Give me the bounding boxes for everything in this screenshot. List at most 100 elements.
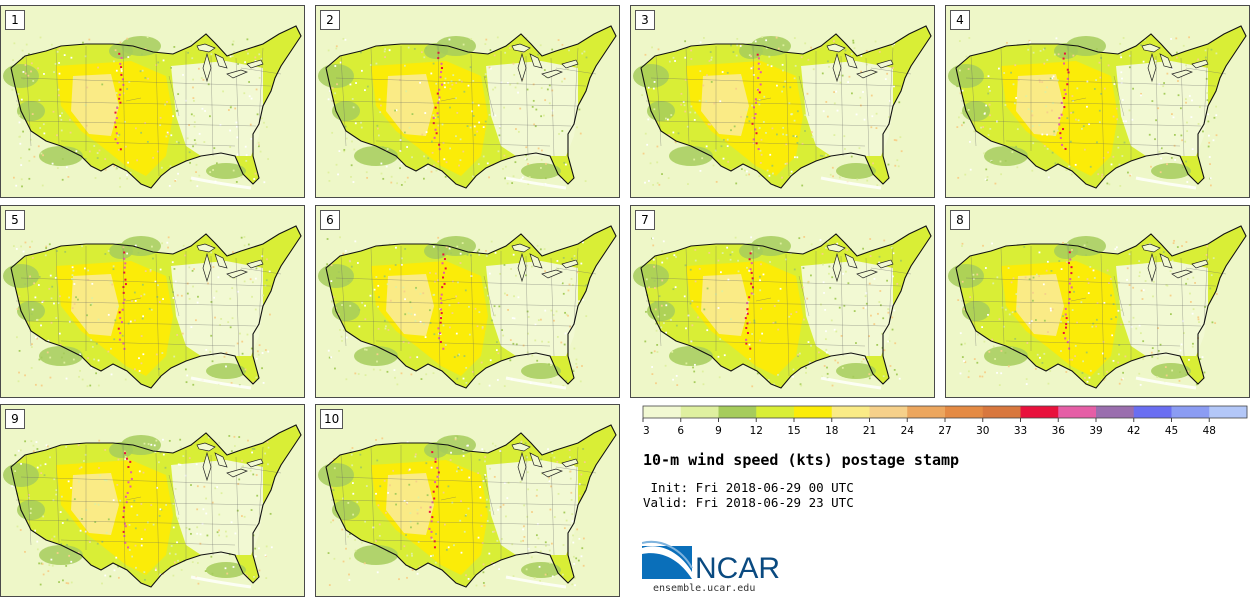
wind-speckle bbox=[257, 141, 260, 144]
wind-speckle bbox=[490, 240, 493, 243]
wind-speckle bbox=[1072, 111, 1075, 114]
wind-speckle bbox=[1192, 276, 1195, 279]
wind-speckle bbox=[1215, 52, 1218, 55]
wind-speckle bbox=[522, 344, 525, 347]
wind-speckle bbox=[250, 137, 253, 140]
wind-speckle bbox=[352, 106, 355, 109]
wind-speckle bbox=[408, 468, 411, 471]
wind-speckle bbox=[505, 515, 507, 518]
state-border bbox=[970, 55, 977, 147]
wind-speckle bbox=[694, 280, 697, 283]
wind-speckle bbox=[20, 178, 23, 181]
wind-speckle bbox=[825, 351, 828, 354]
green-patch bbox=[39, 346, 83, 366]
wind-speckle bbox=[1191, 312, 1194, 315]
wind-speckle bbox=[539, 44, 542, 47]
strong-wind-cell bbox=[1058, 117, 1061, 120]
wind-speckle bbox=[50, 538, 53, 541]
wind-speckle bbox=[736, 44, 739, 47]
state-border bbox=[685, 247, 690, 345]
wind-speckle bbox=[831, 276, 834, 279]
great-lake bbox=[511, 243, 531, 253]
wind-speckle bbox=[983, 340, 986, 343]
wind-speckle bbox=[1049, 370, 1052, 372]
wind-speckle bbox=[651, 366, 653, 368]
wind-speckle bbox=[193, 114, 196, 117]
wind-speckle bbox=[229, 297, 232, 300]
state-border bbox=[483, 474, 495, 516]
wind-speckle bbox=[557, 267, 559, 270]
wind-speckle bbox=[87, 278, 89, 281]
wind-speckle bbox=[84, 530, 87, 533]
wind-speckle bbox=[527, 547, 530, 550]
wind-speckle bbox=[972, 278, 975, 280]
wind-speckle bbox=[562, 292, 565, 295]
wind-speckle bbox=[1086, 241, 1089, 244]
wind-speckle bbox=[1142, 289, 1145, 291]
wind-speckle bbox=[676, 384, 679, 386]
wind-speckle bbox=[1192, 342, 1194, 345]
wind-speckle bbox=[1209, 184, 1212, 187]
wind-speckle bbox=[766, 169, 769, 172]
colorbar-tick-label: 42 bbox=[1127, 425, 1140, 437]
wind-speckle bbox=[395, 503, 397, 506]
wind-speckle bbox=[225, 351, 228, 354]
wind-speckle bbox=[214, 487, 217, 490]
wind-speckle bbox=[994, 182, 997, 185]
wind-speckle bbox=[249, 123, 252, 126]
wind-speckle bbox=[86, 86, 89, 89]
great-lake bbox=[1191, 59, 1209, 69]
wind-speckle bbox=[1025, 383, 1028, 385]
strong-wind-cell bbox=[751, 286, 754, 289]
wind-speckle bbox=[1214, 322, 1217, 325]
wind-speckle bbox=[411, 569, 414, 571]
wind-speckle bbox=[1098, 61, 1101, 64]
wind-speckle bbox=[39, 127, 42, 129]
wind-speckle bbox=[1185, 160, 1187, 163]
wind-speckle bbox=[171, 261, 174, 264]
wind-speckle bbox=[680, 92, 683, 95]
wind-speckle bbox=[647, 180, 650, 182]
ensemble-member-map-9: 9 bbox=[0, 404, 305, 597]
wind-speckle bbox=[188, 457, 191, 459]
wind-speckle bbox=[173, 268, 176, 270]
wind-speckle bbox=[827, 244, 830, 247]
state-border bbox=[330, 300, 579, 307]
wind-speckle bbox=[1044, 91, 1047, 93]
wind-speckle bbox=[865, 49, 868, 52]
wind-speckle bbox=[970, 78, 973, 81]
wind-speckle bbox=[63, 54, 66, 57]
wind-speckle bbox=[651, 373, 654, 376]
wind-speckle bbox=[996, 276, 999, 279]
wind-speckle bbox=[782, 44, 785, 47]
wind-speckle bbox=[449, 87, 452, 90]
wind-speckle bbox=[516, 82, 519, 85]
wind-speckle bbox=[805, 366, 807, 369]
wind-speckle bbox=[878, 261, 881, 264]
wind-speckle bbox=[810, 131, 813, 134]
wind-speckle bbox=[850, 53, 853, 55]
wind-speckle bbox=[210, 555, 213, 558]
wind-speckle bbox=[855, 113, 858, 116]
wind-speckle bbox=[429, 271, 431, 274]
wind-speckle bbox=[1014, 337, 1017, 340]
wind-speckle bbox=[427, 157, 430, 160]
wind-speckle bbox=[341, 339, 343, 342]
wind-speckle bbox=[31, 240, 33, 243]
wind-speckle bbox=[327, 49, 330, 52]
wind-speckle bbox=[17, 380, 20, 383]
light-wind-region-east bbox=[801, 261, 893, 356]
wind-speckle bbox=[340, 335, 343, 338]
wind-speckle bbox=[83, 323, 86, 326]
wind-speckle bbox=[887, 311, 890, 314]
strong-wind-cell bbox=[744, 317, 747, 320]
wind-speckle bbox=[513, 73, 516, 76]
great-lake bbox=[1171, 69, 1193, 79]
wind-speckle bbox=[142, 353, 145, 356]
state-border bbox=[210, 55, 214, 157]
wind-speckle bbox=[774, 321, 777, 324]
wind-speckle bbox=[119, 177, 121, 180]
wind-speckle bbox=[118, 81, 121, 84]
wind-speckle bbox=[719, 338, 722, 341]
wind-speckle bbox=[826, 115, 829, 118]
